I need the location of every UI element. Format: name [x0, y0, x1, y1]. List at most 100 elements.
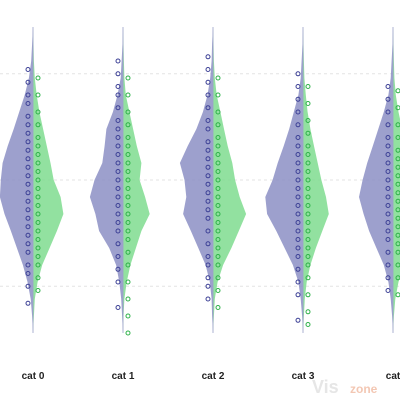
point-right-cat-0-20 [35, 92, 41, 98]
point-left-cat-2-9 [205, 198, 211, 204]
point-right-cat-3-13 [305, 186, 311, 191]
point-right-cat-0-4 [35, 245, 41, 251]
point-left-cat-3-16 [295, 152, 301, 157]
point-left-cat-1-22 [115, 71, 121, 77]
point-right-cat-2-7 [215, 228, 221, 234]
point-left-cat-3-3 [295, 266, 301, 272]
point-right-cat-3-4 [305, 262, 311, 268]
point-left-cat-0-5 [25, 241, 31, 247]
point-right-cat-3-8 [305, 228, 311, 234]
point-right-cat-4-4 [395, 241, 400, 247]
point-left-cat-1-1 [115, 279, 121, 285]
point-right-cat-4-7 [395, 215, 400, 221]
point-left-cat-3-19 [295, 122, 301, 128]
point-left-cat-0-14 [25, 164, 31, 170]
point-left-cat-4-17 [385, 122, 391, 128]
point-left-cat-2-15 [205, 147, 211, 153]
point-left-cat-2-2 [205, 275, 211, 281]
point-right-cat-0-19 [35, 109, 41, 115]
point-left-cat-4-4 [385, 237, 391, 242]
violin-right-cat-0 [33, 27, 64, 333]
point-left-cat-3-15 [295, 160, 301, 166]
point-right-cat-2-4 [215, 254, 221, 259]
point-left-cat-0-20 [25, 113, 31, 119]
point-right-cat-1-10 [125, 203, 131, 208]
point-right-cat-1-16 [125, 152, 131, 157]
point-right-cat-3-11 [305, 203, 311, 208]
point-right-cat-3-10 [305, 211, 311, 217]
point-right-cat-0-10 [35, 194, 41, 200]
violin-left-cat-1 [89, 27, 123, 333]
point-right-cat-1-14 [125, 169, 131, 174]
point-left-cat-2-10 [205, 190, 211, 196]
watermark-vis: Vis [312, 377, 339, 397]
point-right-cat-3-20 [305, 118, 311, 123]
point-right-cat-4-12 [395, 173, 400, 179]
point-right-cat-4-18 [395, 105, 400, 111]
point-left-cat-3-10 [295, 203, 301, 208]
point-right-cat-3-21 [305, 101, 311, 106]
point-right-cat-4-19 [395, 88, 400, 94]
point-left-cat-3-18 [295, 135, 301, 140]
point-left-cat-1-10 [115, 186, 121, 191]
point-right-cat-1-19 [125, 122, 131, 128]
point-right-cat-0-9 [35, 203, 41, 208]
point-left-cat-4-3 [385, 249, 391, 255]
point-left-cat-0-17 [25, 139, 31, 145]
point-right-cat-1-22 [125, 75, 131, 81]
point-right-cat-4-14 [395, 156, 400, 162]
point-left-cat-1-23 [115, 58, 121, 64]
violins [0, 27, 400, 333]
point-left-cat-1-20 [115, 92, 121, 98]
point-left-cat-4-15 [385, 143, 391, 149]
point-right-cat-0-3 [35, 254, 41, 259]
point-left-cat-1-14 [115, 152, 121, 157]
point-right-cat-2-18 [215, 135, 221, 140]
point-right-cat-2-3 [215, 262, 221, 268]
point-left-cat-0-21 [25, 101, 31, 106]
point-right-cat-4-10 [395, 190, 400, 196]
point-right-cat-1-1 [125, 313, 131, 319]
point-left-cat-2-18 [205, 118, 211, 123]
point-right-cat-0-15 [35, 152, 41, 157]
point-right-cat-2-21 [215, 92, 221, 98]
point-right-cat-0-21 [35, 75, 41, 81]
point-right-cat-1-9 [125, 211, 131, 217]
point-left-cat-1-11 [115, 177, 121, 183]
point-right-cat-2-6 [215, 237, 221, 242]
point-left-cat-0-22 [25, 92, 31, 98]
category-label-0: cat 0 [22, 371, 45, 382]
point-right-cat-4-15 [395, 147, 400, 153]
point-right-cat-0-14 [35, 160, 41, 166]
point-right-cat-3-7 [305, 237, 311, 242]
point-right-cat-3-18 [305, 143, 311, 149]
point-left-cat-3-12 [295, 186, 301, 191]
point-left-cat-4-10 [385, 186, 391, 191]
point-right-cat-1-12 [125, 186, 131, 191]
point-left-cat-2-6 [205, 228, 211, 234]
point-left-cat-2-22 [205, 67, 211, 72]
point-left-cat-0-6 [25, 232, 31, 238]
point-right-cat-4-1 [395, 275, 400, 281]
point-left-cat-4-20 [385, 84, 391, 89]
point-right-cat-0-17 [35, 135, 41, 140]
violin-right-cat-4 [393, 27, 400, 333]
point-left-cat-3-21 [295, 96, 301, 102]
point-left-cat-3-11 [295, 194, 301, 200]
point-left-cat-2-17 [205, 126, 211, 132]
point-left-cat-3-8 [295, 220, 301, 225]
point-left-cat-2-12 [205, 173, 211, 179]
point-right-cat-4-11 [395, 181, 400, 187]
point-left-cat-0-7 [25, 224, 31, 230]
point-left-cat-0-3 [25, 262, 31, 268]
point-right-cat-0-5 [35, 237, 41, 242]
point-right-cat-2-17 [215, 143, 221, 149]
point-left-cat-4-8 [385, 203, 391, 208]
point-left-cat-3-4 [295, 254, 301, 259]
point-left-cat-3-22 [295, 84, 301, 89]
point-left-cat-4-5 [385, 228, 391, 234]
point-right-cat-3-6 [305, 245, 311, 251]
point-left-cat-4-2 [385, 262, 391, 268]
point-right-cat-3-12 [305, 194, 311, 200]
point-right-cat-3-1 [305, 309, 311, 315]
